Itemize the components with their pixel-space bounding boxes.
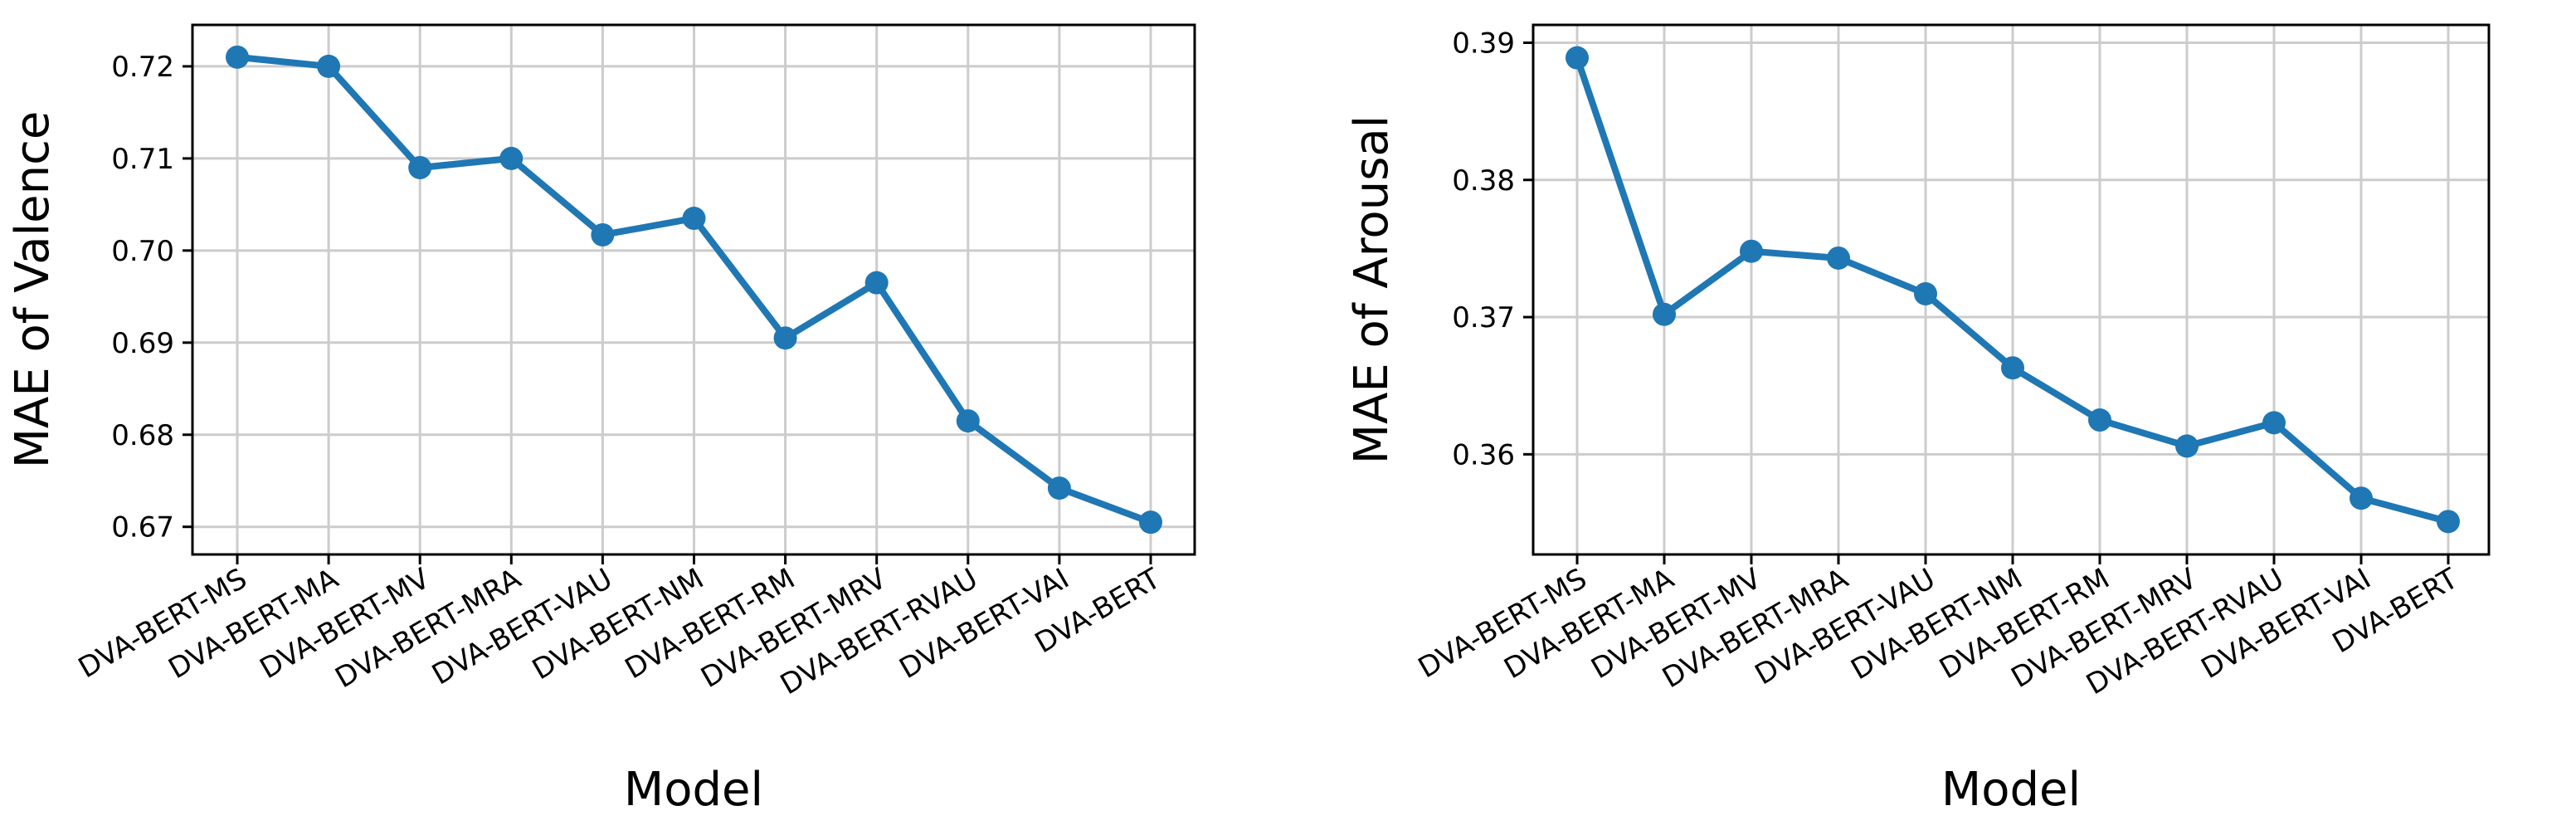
- data-point: [1827, 246, 1850, 270]
- x-axis-title: Model: [624, 763, 763, 817]
- data-point: [2262, 411, 2286, 435]
- y-tick-label: 0.37: [1452, 301, 1515, 334]
- data-point: [408, 155, 432, 179]
- data-point: [317, 54, 341, 78]
- data-point: [1914, 281, 1937, 305]
- y-tick-label: 0.70: [111, 235, 174, 268]
- plot-frame: [1531, 23, 2491, 556]
- data-point: [1139, 510, 1162, 535]
- y-tick-label: 0.71: [111, 143, 174, 176]
- y-axis-title: MAE of Arousal: [1345, 115, 1399, 465]
- valence-chart: 0.670.680.690.700.710.72DVA-BERT-MSDVA-B…: [6, 23, 1196, 817]
- data-point: [682, 207, 706, 231]
- y-tick-label: 0.68: [111, 419, 174, 452]
- data-point: [499, 146, 523, 170]
- data-point: [864, 271, 889, 295]
- data-point: [1653, 302, 1676, 326]
- y-tick-label: 0.67: [111, 511, 174, 544]
- y-tick-label: 0.38: [1452, 164, 1515, 198]
- y-tick-label: 0.69: [111, 327, 174, 360]
- arousal-chart: 0.360.370.380.39DVA-BERT-MSDVA-BERT-MADV…: [1345, 23, 2491, 817]
- x-axis-title: Model: [1941, 763, 2081, 817]
- data-point: [1566, 46, 1589, 70]
- y-axis-title: MAE of Valence: [6, 111, 60, 469]
- data-point: [591, 222, 615, 247]
- data-point: [2088, 408, 2111, 432]
- data-point: [2001, 356, 2024, 380]
- data-point: [2437, 510, 2460, 534]
- data-point: [956, 409, 980, 433]
- data-point: [773, 326, 797, 350]
- y-tick-label: 0.39: [1452, 27, 1515, 60]
- data-point: [2175, 434, 2199, 458]
- y-tick-label: 0.72: [111, 51, 174, 84]
- y-tick-label: 0.36: [1452, 438, 1515, 471]
- data-point: [1047, 476, 1071, 501]
- data-point: [1740, 239, 1763, 263]
- data-point: [2350, 486, 2373, 510]
- plot-frame: [191, 23, 1196, 556]
- data-point: [226, 45, 249, 69]
